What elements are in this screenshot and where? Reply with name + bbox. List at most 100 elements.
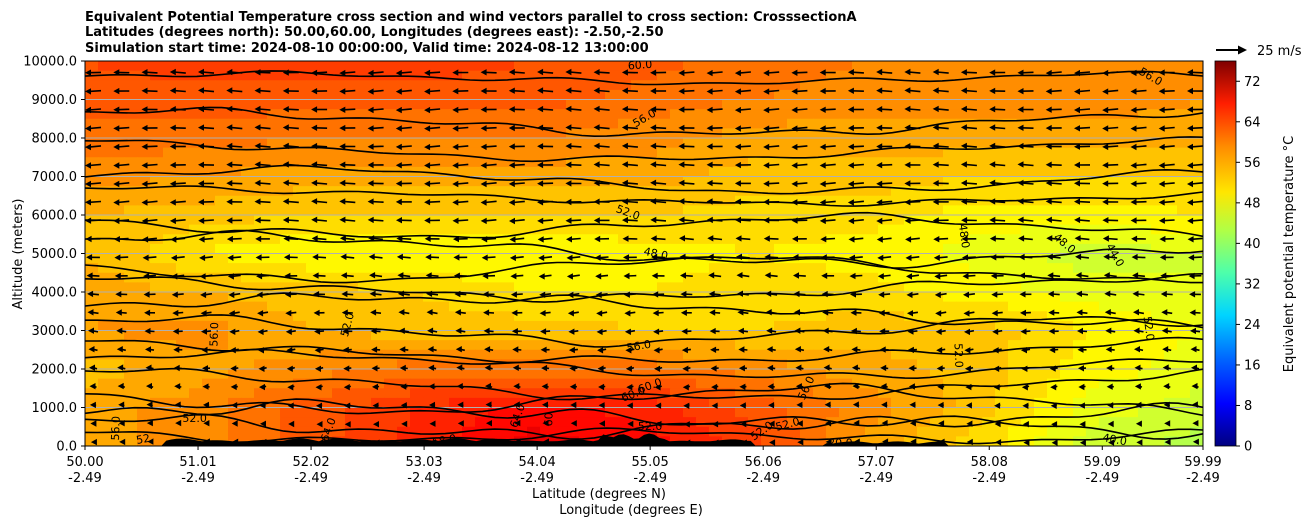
field-cell <box>124 205 138 216</box>
field-cell <box>176 349 190 360</box>
field-cell <box>163 301 177 312</box>
field-cell <box>982 89 996 101</box>
field-cell <box>1021 320 1035 332</box>
field-cell <box>579 426 593 437</box>
field-cell <box>241 263 255 274</box>
field-cell <box>592 282 606 293</box>
field-cell <box>1138 89 1152 101</box>
field-cell <box>150 147 164 158</box>
field-cell <box>800 407 814 418</box>
field-cell <box>904 99 918 110</box>
field-cell <box>293 417 307 428</box>
field-cell <box>332 272 346 283</box>
field-cell <box>709 359 723 370</box>
field-cell <box>839 80 853 91</box>
field-cell <box>358 128 372 139</box>
field-cell <box>969 340 983 351</box>
field-cell <box>1034 80 1048 91</box>
wind-vector-head <box>542 401 548 408</box>
field-cell <box>319 70 333 81</box>
field-cell <box>774 89 788 101</box>
field-cell <box>644 263 658 274</box>
field-cell <box>670 99 684 110</box>
wind-vector-head <box>427 346 434 353</box>
field-cell <box>475 349 489 360</box>
field-cell <box>436 224 450 235</box>
field-cell <box>800 166 814 178</box>
field-cell <box>891 397 905 409</box>
field-cell <box>150 224 164 235</box>
field-cell <box>137 138 151 149</box>
field-cell <box>124 70 138 81</box>
field-cell <box>124 195 138 206</box>
field-cell <box>553 195 567 206</box>
field-cell <box>631 378 645 389</box>
field-cell <box>514 417 528 428</box>
field-cell <box>98 224 112 235</box>
wind-vector-head <box>769 439 776 446</box>
field-cell <box>1008 263 1022 274</box>
field-cell <box>111 301 125 312</box>
field-cell <box>722 138 736 149</box>
wind-vector-head <box>255 235 262 243</box>
wind-vector-head <box>847 199 854 206</box>
wind-vector-head <box>851 346 858 353</box>
field-cell <box>241 118 255 129</box>
field-cell <box>1164 243 1178 255</box>
field-cell <box>306 243 320 255</box>
field-cell <box>930 147 944 158</box>
field-cell <box>475 157 489 168</box>
field-cell <box>1151 436 1165 446</box>
field-cell <box>1060 109 1074 120</box>
wind-vector-head <box>1102 106 1109 114</box>
field-cell <box>358 99 372 110</box>
field-cell <box>644 407 658 418</box>
field-cell <box>332 320 346 332</box>
field-cell <box>1138 263 1152 274</box>
field-cell <box>839 109 853 120</box>
field-cell <box>709 99 723 110</box>
field-cell <box>306 417 320 428</box>
wind-vector-head <box>537 199 544 206</box>
field-cell <box>501 99 515 110</box>
wind-vector-head <box>172 328 179 335</box>
field-cell <box>111 407 125 418</box>
field-cell <box>904 320 918 332</box>
field-cell <box>228 320 242 332</box>
field-cell <box>657 282 671 293</box>
field-cell <box>774 118 788 129</box>
field-cell <box>865 109 879 120</box>
wind-vector-head <box>427 327 434 334</box>
field-cell <box>163 417 177 428</box>
field-cell <box>696 195 710 206</box>
field-cell <box>995 426 1009 437</box>
field-cell <box>813 99 827 110</box>
field-cell <box>943 234 957 245</box>
field-cell <box>163 157 177 168</box>
field-cell <box>865 349 879 360</box>
field-cell <box>943 253 957 264</box>
wind-vector-head <box>1103 272 1110 279</box>
field-cell <box>917 99 931 110</box>
field-cell <box>98 205 112 216</box>
wind-vector-head <box>1134 383 1141 390</box>
field-cell <box>1190 388 1203 399</box>
wind-vector-head <box>312 272 319 279</box>
field-cell <box>1164 378 1178 389</box>
field-cell <box>683 138 697 149</box>
wind-vector-head <box>146 382 152 390</box>
field-cell <box>397 263 411 274</box>
field-cell <box>215 61 229 72</box>
field-cell <box>488 147 502 158</box>
field-cell <box>306 263 320 274</box>
field-cell <box>891 138 905 149</box>
field-cell <box>397 61 411 72</box>
field-cell <box>878 359 892 370</box>
field-cell <box>1008 99 1022 110</box>
field-cell <box>930 330 944 341</box>
field-cell <box>293 263 307 274</box>
field-cell <box>98 292 112 303</box>
field-cell <box>930 282 944 293</box>
field-cell <box>761 340 775 351</box>
wind-vector-head <box>1164 438 1171 446</box>
